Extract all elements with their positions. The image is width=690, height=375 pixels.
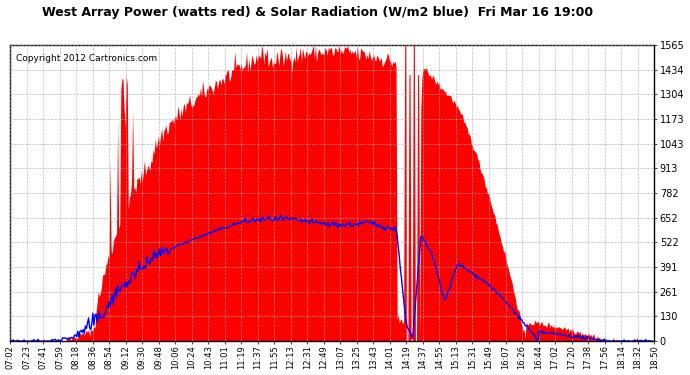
Text: West Array Power (watts red) & Solar Radiation (W/m2 blue)  Fri Mar 16 19:00: West Array Power (watts red) & Solar Rad… xyxy=(42,6,593,19)
Text: Copyright 2012 Cartronics.com: Copyright 2012 Cartronics.com xyxy=(17,54,157,63)
